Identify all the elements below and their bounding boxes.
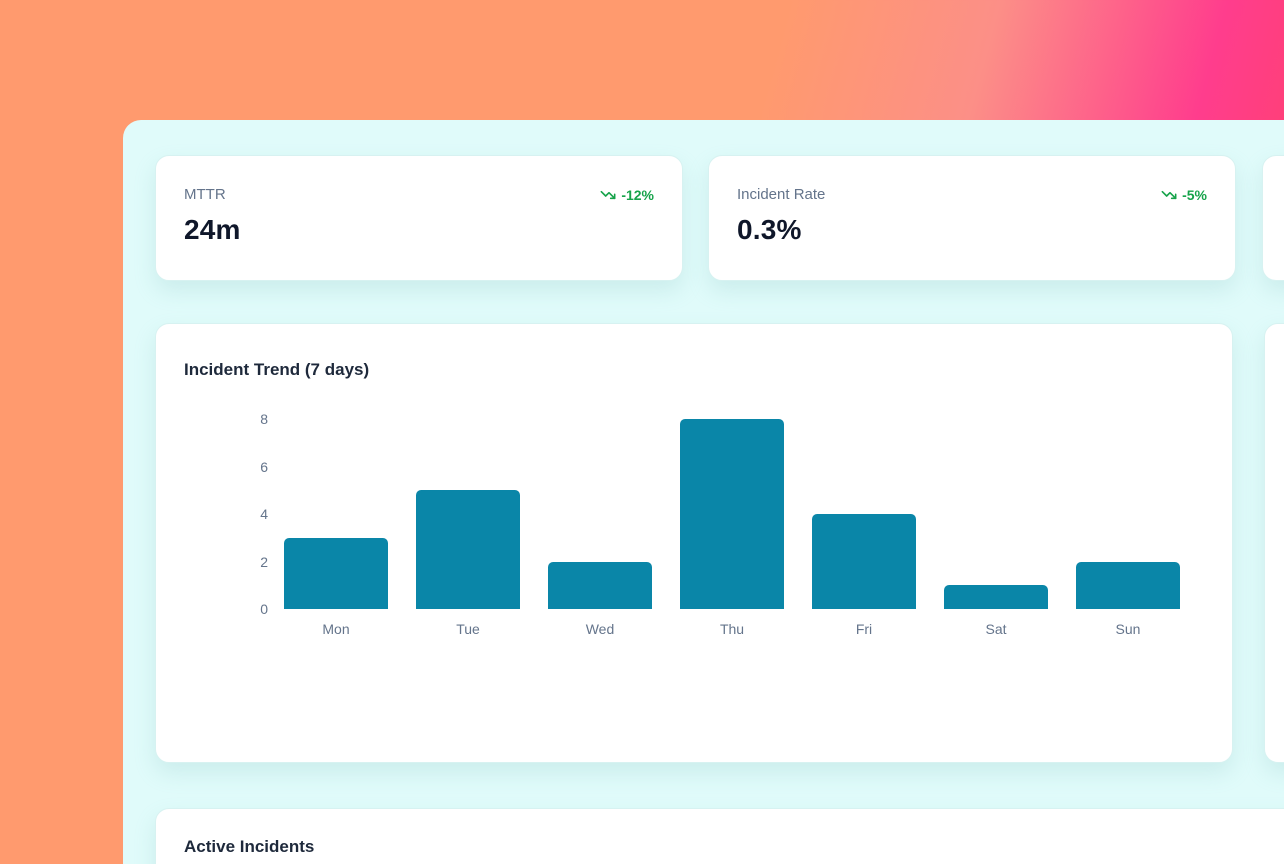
bar-tue [416, 490, 520, 609]
x-axis-label: Wed [585, 621, 615, 637]
kpi-delta: -12% [600, 187, 654, 203]
x-axis-label: Mon [322, 621, 350, 637]
kpi-card-partial [1262, 155, 1284, 281]
incident-trend-card: Incident Trend (7 days) 0 2 4 6 8 Mon Tue Wed Th… [155, 323, 1233, 763]
bar-chart: 0 2 4 6 8 Mon Tue Wed Thu Fri Sat Sun [156, 324, 1232, 762]
y-axis-tick: 6 [260, 458, 268, 475]
x-axis-label: Sun [1115, 621, 1141, 637]
kpi-delta-value: -5% [1182, 186, 1207, 203]
kpi-label: Incident Rate [737, 186, 826, 203]
y-axis-tick: 4 [260, 506, 268, 522]
bar-thu [680, 419, 784, 609]
active-incidents-title: Active Incidents [184, 837, 315, 856]
chart-title: Incident Trend (7 days) [184, 360, 370, 379]
y-axis-tick: 8 [260, 411, 268, 427]
side-card-partial [1264, 323, 1284, 763]
dashboard-panel: MTTR -12% 24m Incident Rate [123, 120, 1284, 864]
bar-sun [1076, 561, 1180, 609]
y-axis-tick: 2 [260, 553, 268, 570]
kpi-delta-value: -12% [621, 186, 654, 203]
trending-down-icon [600, 187, 616, 203]
y-axis-tick: 0 [260, 601, 268, 617]
kpi-delta: -5% [1161, 187, 1207, 203]
trending-down-icon [1161, 187, 1177, 203]
bar-fri [812, 514, 916, 609]
bar-sat [944, 585, 1048, 609]
kpi-label: MTTR [184, 186, 226, 203]
x-axis-label: Sat [985, 621, 1007, 637]
x-axis-label: Fri [855, 621, 873, 637]
x-axis-label: Thu [719, 621, 745, 637]
kpi-value: 0.3% [737, 214, 802, 245]
active-incidents-card: Active Incidents [155, 808, 1284, 864]
kpi-card-mttr: MTTR -12% 24m [155, 155, 683, 281]
bar-wed [548, 561, 652, 609]
kpi-card-incident-rate: Incident Rate -5% 0.3% [708, 155, 1236, 281]
x-axis-label: Tue [456, 621, 480, 637]
bar-mon [284, 537, 388, 609]
kpi-value: 24m [184, 214, 241, 245]
